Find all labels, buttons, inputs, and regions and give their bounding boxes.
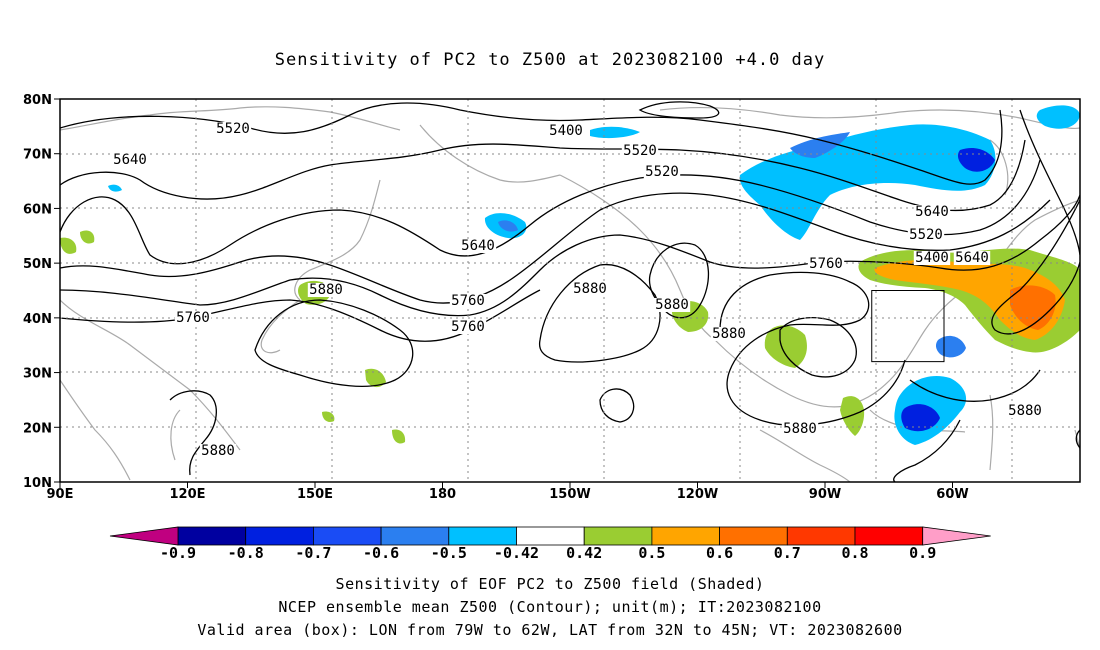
caption-shaded: Sensitivity of EOF PC2 to Z500 field (Sh…: [335, 575, 765, 593]
contour-label: 5520: [909, 227, 943, 243]
contour-label-bg: [781, 422, 819, 436]
colorbar-label: 0.7: [774, 544, 801, 562]
longitude-label: 120W: [677, 487, 718, 502]
colorbar-label: 0.8: [841, 544, 868, 562]
latitude-label: 60N: [23, 202, 52, 217]
colorbar-label: 0.9: [909, 544, 936, 562]
latitude-label: 20N: [23, 421, 52, 436]
contour-label-bg: [307, 283, 345, 297]
contour-label-bg: [710, 327, 748, 341]
contour-label: 5760: [451, 293, 485, 309]
colorbar-label: -0.9: [160, 544, 196, 562]
contour-label-bg: [953, 251, 991, 265]
contour-label: 5880: [1008, 403, 1042, 419]
shaded-sensitivity: [60, 105, 1080, 445]
contour-label-bg: [111, 153, 149, 167]
contour-label: 5880: [712, 326, 746, 342]
colorbar-low-end: [109, 526, 179, 546]
contour-label: 5760: [451, 319, 485, 335]
contour-label-group: 5520 5400 5640 5520 5640 5520 5880 5640 5760 5880…: [111, 121, 1044, 459]
contour-label-bg: [807, 257, 845, 271]
longitude-labels: 90E 120E 150E 180 150W 120W 90W 60W: [47, 482, 969, 502]
colorbar-label: 0.5: [638, 544, 665, 562]
latitude-label: 70N: [23, 148, 52, 163]
contour-label-bg: [1006, 404, 1044, 418]
longitude-label: 90W: [809, 487, 841, 502]
colorbar-high-end: [922, 526, 991, 546]
colorbar-segment: [854, 526, 924, 546]
contour-label: 5520: [216, 121, 250, 137]
grid-lines: [60, 99, 1080, 482]
z500-contours: [60, 101, 1080, 482]
colorbar-segment: [651, 526, 721, 546]
latitude-label: 30N: [23, 367, 52, 382]
contour-label-bg: [643, 165, 681, 179]
contour-label: 5400: [915, 250, 949, 266]
caption-contour: NCEP ensemble mean Z500 (Contour); unit(…: [278, 598, 822, 616]
contour-label-bg: [653, 298, 691, 312]
latitude-label: 40N: [23, 312, 52, 327]
caption-valid-area: Valid area (box): LON from 79W to 62W, L…: [197, 621, 903, 639]
colorbar-segment: [177, 526, 247, 546]
colorbar-segment: [516, 526, 585, 546]
latitude-label: 50N: [23, 257, 52, 272]
contour-label-bg: [907, 228, 945, 242]
colorbar-segment: [448, 526, 517, 546]
colorbar-segment: [719, 526, 788, 546]
contour-label-bg: [913, 205, 951, 219]
contour-label-bg: [449, 294, 487, 308]
contour-label: 5880: [573, 281, 607, 297]
contour-label: 5520: [645, 164, 679, 180]
colorbar-segment: [380, 526, 450, 546]
contour-label: 5400: [549, 123, 583, 139]
contour-label: 5760: [176, 310, 210, 326]
contour-label: 5760: [809, 256, 843, 272]
colorbar-labels: -0.9 -0.8 -0.7 -0.6 -0.5 -0.42 0.42 0.5 0.6 0.7 0.…: [160, 544, 936, 562]
contour-label: 5640: [113, 152, 147, 168]
contour-label-bg: [571, 282, 609, 296]
contour-label-bg: [621, 144, 659, 158]
contour-label-bg: [459, 239, 497, 253]
contour-label: 5640: [915, 204, 949, 220]
longitude-label: 180: [429, 487, 456, 502]
map-title: Sensitivity of PC2 to Z500 at 2023082100…: [274, 50, 826, 70]
contour-label: 5880: [783, 421, 817, 437]
contour-label: 5880: [309, 282, 343, 298]
colorbar-label: -0.6: [363, 544, 399, 562]
contour-label: 5640: [955, 250, 989, 266]
contour-label: 5640: [461, 238, 495, 254]
colorbar-label: -0.42: [494, 544, 539, 562]
colorbar-segment: [583, 526, 653, 546]
contour-label-bg: [199, 444, 237, 458]
latitude-labels: 80N 70N 60N 50N 40N 30N 20N 10N: [23, 93, 60, 491]
latitude-label: 80N: [23, 93, 52, 108]
colorbar-label: -0.8: [228, 544, 264, 562]
longitude-label: 90E: [47, 487, 74, 502]
contour-label: 5880: [655, 297, 689, 313]
contour-label-bg: [174, 311, 212, 325]
colorbar-label: -0.5: [431, 544, 467, 562]
colorbar-label: 0.6: [706, 544, 733, 562]
longitude-label: 120E: [169, 487, 205, 502]
contour-label-bg: [547, 124, 585, 138]
longitude-label: 60W: [936, 487, 968, 502]
latitude-label: 10N: [23, 476, 52, 491]
colorbar-label: -0.7: [295, 544, 331, 562]
longitude-label: 150W: [549, 487, 590, 502]
contour-label: 5520: [623, 143, 657, 159]
contour-label-bg: [214, 122, 252, 136]
contour-label-bg: [913, 251, 951, 265]
colorbar-segment: [245, 526, 314, 546]
colorbar-segment: [312, 526, 382, 546]
longitude-label: 150E: [297, 487, 333, 502]
colorbar-segment: [786, 526, 856, 546]
valid-area-box: [871, 290, 945, 363]
colorbar: [109, 526, 991, 546]
contour-label: 5880: [201, 443, 235, 459]
colorbar-label: 0.42: [566, 544, 602, 562]
contour-label-bg: [449, 320, 487, 334]
